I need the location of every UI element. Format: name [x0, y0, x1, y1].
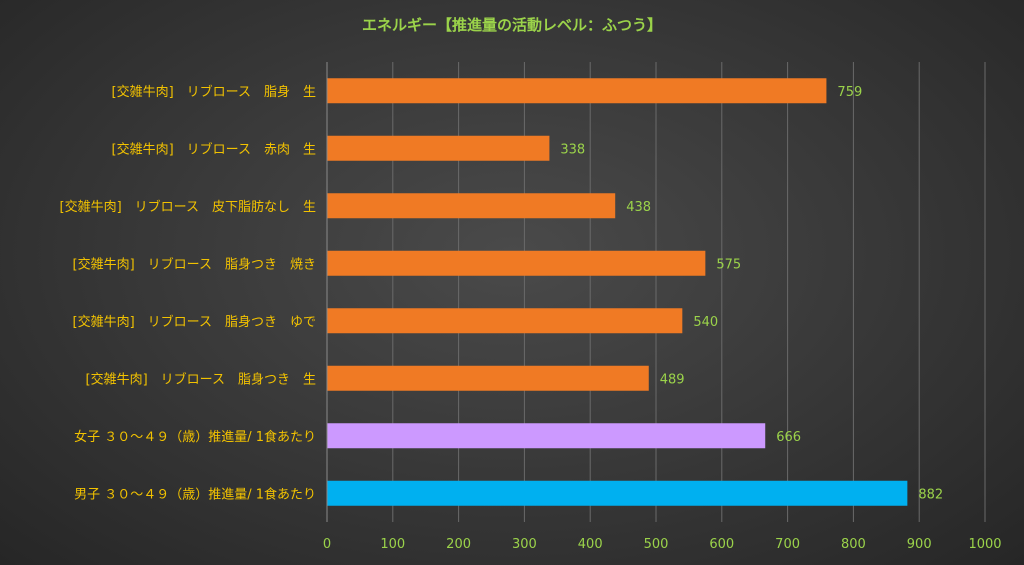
bar [327, 423, 766, 449]
bars [327, 78, 908, 506]
data-label: 438 [626, 200, 651, 215]
chart-title: エネルギー【推進量の活動レベル：ふつう】 [362, 16, 662, 34]
category-label: [交雑牛肉] リブロース 赤肉 生 [112, 141, 317, 157]
bar [327, 365, 649, 391]
data-label: 666 [776, 430, 801, 445]
data-label: 882 [918, 487, 943, 502]
category-label: [交雑牛肉] リブロース 皮下脂肪なし 生 [60, 199, 317, 215]
x-tick-label: 700 [775, 537, 800, 552]
bar [327, 78, 827, 104]
x-tick-label: 0 [323, 537, 331, 552]
bar [327, 250, 706, 276]
bar [327, 135, 550, 161]
category-label: [交雑牛肉] リブロース 脂身つき ゆで [73, 314, 317, 330]
x-tick-label: 500 [644, 537, 669, 552]
bar [327, 193, 616, 219]
data-label: 338 [560, 142, 585, 157]
bar [327, 480, 908, 506]
x-tick-label: 800 [841, 537, 866, 552]
category-labels: [交雑牛肉] リブロース 脂身 生 [交雑牛肉] リブロース 赤肉 生 [交雑牛肉]… [60, 84, 317, 503]
data-label: 759 [837, 85, 862, 100]
data-label: 575 [716, 257, 741, 272]
category-label: [交雑牛肉] リブロース 脂身つき 焼き [73, 256, 317, 272]
category-label: 女子 ３０～４９（歳）推進量/ 1食あたり [74, 429, 316, 445]
bar [327, 308, 683, 334]
category-label: [交雑牛肉] リブロース 脂身つき 生 [86, 371, 317, 387]
category-label: [交雑牛肉] リブロース 脂身 生 [112, 84, 317, 100]
x-tick-label: 1000 [968, 537, 1001, 552]
x-tick-label: 200 [446, 537, 471, 552]
grid-lines [392, 62, 986, 522]
x-tick-label: 300 [512, 537, 537, 552]
x-tick-label: 900 [907, 537, 932, 552]
x-tick-label: 100 [380, 537, 405, 552]
data-label: 540 [693, 315, 718, 330]
x-axis-ticks: 0 100 200 300 400 500 600 700 800 900 1000 [323, 537, 1002, 552]
x-tick-label: 600 [709, 537, 734, 552]
data-labels: 759 338 438 575 540 489 666 882 [560, 85, 943, 503]
x-tick-label: 400 [578, 537, 603, 552]
data-label: 489 [660, 372, 685, 387]
category-label: 男子 ３０～４９（歳）推進量/ 1食あたり [74, 486, 316, 502]
